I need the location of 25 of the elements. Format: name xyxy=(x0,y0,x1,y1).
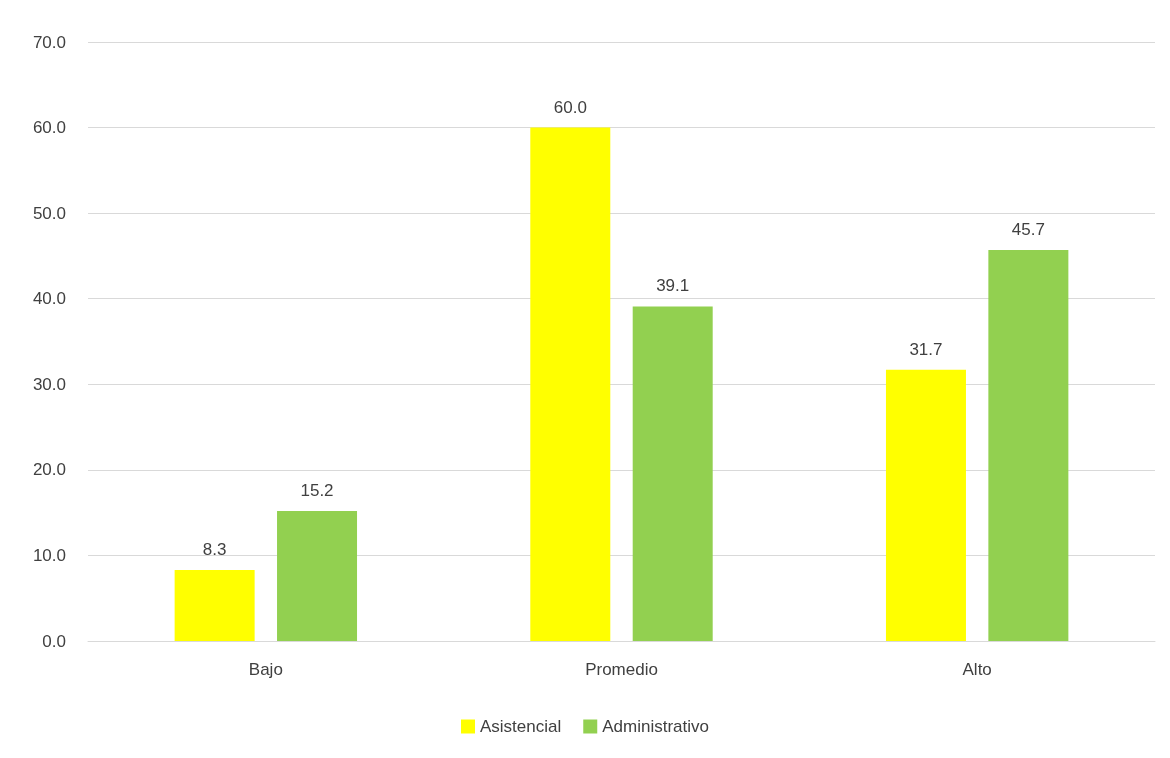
legend-label: Asistencial xyxy=(479,717,562,736)
bar xyxy=(530,127,611,641)
y-tick-label: 40.0 xyxy=(32,289,66,309)
data-label: 39.1 xyxy=(656,276,690,296)
y-tick-label: 20.0 xyxy=(32,460,66,480)
y-tick-label: 50.0 xyxy=(32,203,66,223)
x-tick-label: Alto xyxy=(962,660,992,679)
y-tick-label: 0.0 xyxy=(42,631,66,651)
bar xyxy=(632,306,713,641)
y-tick-label: 10.0 xyxy=(32,545,66,565)
data-label: 31.7 xyxy=(909,339,943,359)
y-tick-label: 30.0 xyxy=(32,374,66,394)
data-label: 45.7 xyxy=(1011,219,1045,239)
bar xyxy=(174,569,255,641)
legend-label: Administrativo xyxy=(602,717,710,736)
data-label: 15.2 xyxy=(300,480,334,500)
x-tick-label: Bajo xyxy=(248,660,283,679)
y-tick-label: 60.0 xyxy=(32,118,66,138)
y-tick-label: 70.0 xyxy=(32,32,66,52)
bar xyxy=(277,510,358,641)
x-tick-label: Promedio xyxy=(585,660,658,679)
bar xyxy=(885,369,966,641)
data-label: 8.3 xyxy=(202,539,227,559)
bar xyxy=(988,249,1069,641)
data-label: 60.0 xyxy=(553,97,587,117)
